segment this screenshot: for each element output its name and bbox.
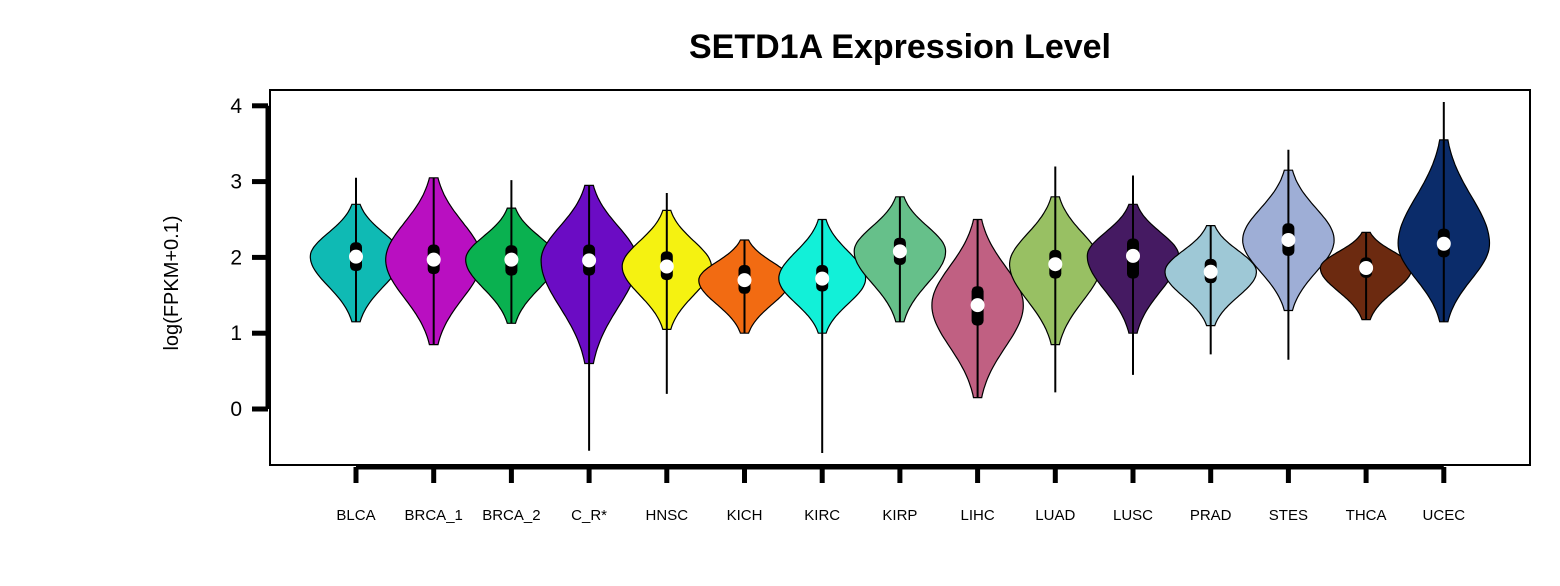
y-tick-label: 3 — [230, 171, 242, 194]
x-tick-label: KICH — [727, 507, 763, 524]
violin-ucec — [1397, 102, 1491, 323]
x-tick-label: STES — [1269, 507, 1308, 524]
violin-hnsc — [621, 192, 713, 394]
violin-median-point — [426, 252, 441, 267]
violin-c-r- — [540, 184, 638, 451]
x-tick-label: THCA — [1346, 507, 1387, 524]
violin-kich — [698, 239, 791, 334]
violin-median-point — [1281, 232, 1296, 247]
violin-lihc — [931, 218, 1024, 399]
x-axis: BLCA BRCA_1 BRCA_2 C_R* HNSC KICH KIRC KIRP LIHC… — [336, 464, 1466, 524]
violin-median-point — [1359, 261, 1374, 276]
x-tick-label: BRCA_2 — [482, 507, 540, 524]
violin-median-point — [349, 249, 363, 264]
violin-median-point — [1436, 236, 1451, 251]
violin-thca — [1319, 231, 1413, 321]
violin-median-point — [1126, 248, 1140, 263]
y-tick-label: 0 — [230, 398, 242, 421]
x-tick-label: KIRC — [804, 507, 840, 524]
violin-median-point — [582, 253, 597, 268]
violin-median-point — [970, 298, 985, 313]
violin-lusc — [1086, 175, 1180, 375]
violin-brca-2 — [465, 180, 558, 324]
x-tick-label: UCEC — [1423, 507, 1466, 524]
y-axis-label: log(FPKM+0.1) — [161, 215, 183, 350]
violin-median-point — [892, 244, 907, 259]
y-axis: 0 1 2 3 4 — [230, 95, 271, 421]
x-tick-label: BLCA — [336, 507, 375, 524]
x-tick-label: HNSC — [646, 507, 689, 524]
violin-median-point — [1203, 264, 1218, 279]
y-tick-label: 4 — [230, 95, 242, 118]
x-tick-label: BRCA_1 — [405, 507, 463, 524]
violin-luad — [1009, 166, 1102, 393]
violin-median-point — [504, 252, 519, 267]
y-tick-label: 1 — [230, 322, 242, 345]
x-tick-label: KIRP — [882, 507, 917, 524]
violin-kirp — [853, 196, 947, 323]
violin-median-point — [659, 259, 674, 274]
x-tick-label: PRAD — [1190, 507, 1232, 524]
x-tick-label: LIHC — [961, 507, 995, 524]
y-tick-label: 2 — [230, 246, 242, 269]
violin-median-point — [737, 273, 752, 288]
violin-prad — [1164, 225, 1258, 355]
x-tick-label: C_R* — [571, 507, 607, 524]
x-tick-label: LUSC — [1113, 507, 1153, 524]
violin-brca-1 — [385, 177, 483, 346]
violin-kirc — [778, 218, 867, 453]
violins — [309, 102, 1491, 453]
chart-title: SETD1A Expression Level — [689, 28, 1111, 66]
violin-median-point — [815, 271, 830, 286]
violin-stes — [1242, 149, 1335, 360]
x-tick-label: LUAD — [1035, 507, 1075, 524]
violin-median-point — [1048, 257, 1063, 272]
violin-blca — [309, 177, 403, 323]
